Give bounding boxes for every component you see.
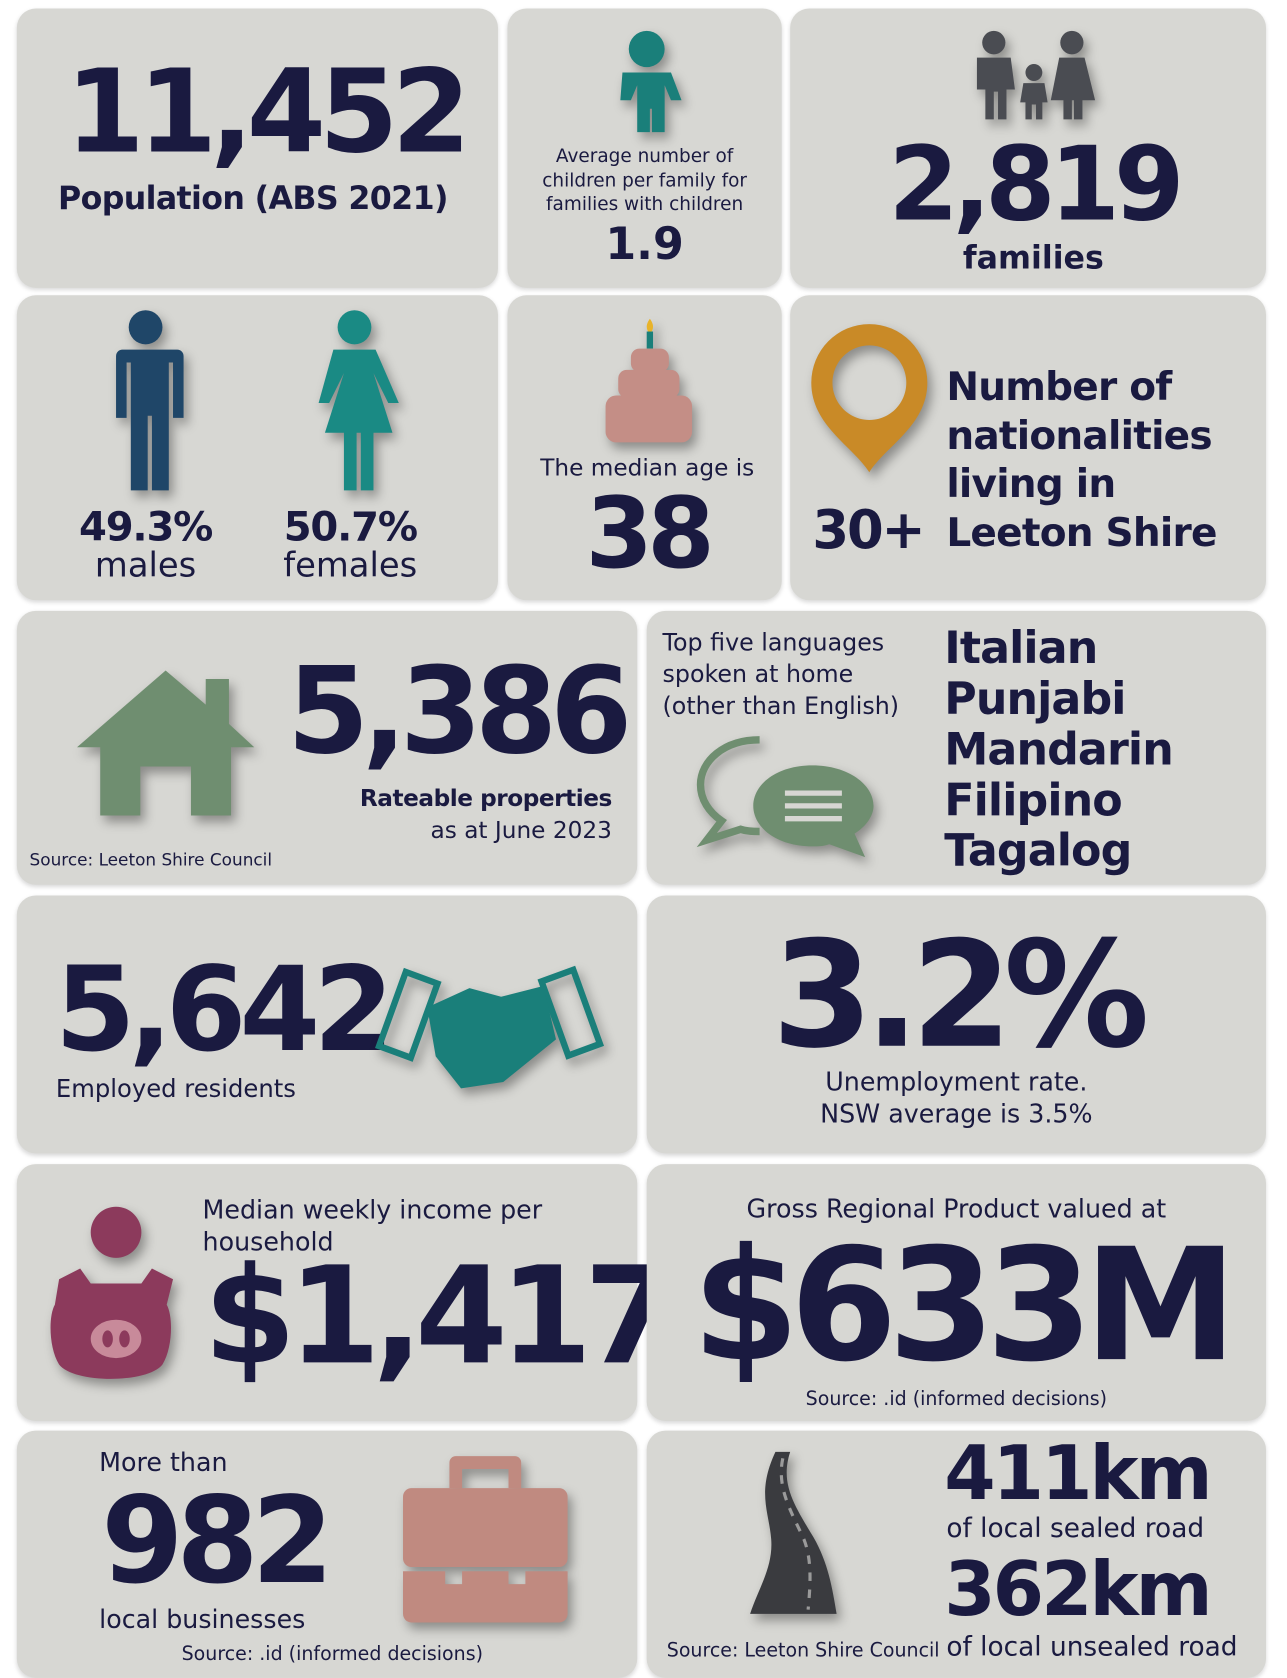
nationalities-label: Number of nationalities living in Leeton… — [946, 363, 1217, 555]
languages-tile — [646, 610, 1266, 885]
male-value: 49.3% — [79, 503, 213, 551]
businesses-prefix: More than — [99, 1447, 228, 1478]
businesses-source: Source: .id (informed decisions) — [181, 1642, 484, 1666]
languages-label: Top five languages spoken at home (other… — [662, 628, 900, 721]
children-label: Average number of children per family fo… — [542, 146, 747, 216]
sealed-road-label: of local sealed road — [946, 1512, 1205, 1544]
properties-source: Source: Leeton Shire Council — [29, 849, 273, 870]
unemployment-value: 3.2% — [771, 909, 1150, 1081]
cake-icon — [605, 318, 693, 443]
male-label: males — [94, 544, 197, 586]
employed-label: Employed residents — [55, 1075, 296, 1104]
language-item: Mandarin — [944, 722, 1174, 775]
family-icon — [976, 30, 1096, 120]
children-value: 1.9 — [605, 217, 684, 270]
female-icon — [318, 310, 399, 491]
house-icon — [77, 670, 255, 816]
median-age-label: The median age is — [540, 455, 755, 482]
female-value: 50.7% — [283, 503, 418, 551]
unsealed-road-value: 362km — [944, 1545, 1212, 1634]
income-value: $1,417 — [203, 1237, 677, 1395]
languages-list: Italian Punjabi Mandarin Filipino Tagalog — [944, 621, 1174, 877]
road-icon — [750, 1451, 837, 1614]
language-item: Punjabi — [944, 672, 1126, 725]
unemployment-label: Unemployment rate. — [825, 1067, 1088, 1097]
families-value: 2,819 — [888, 124, 1184, 245]
nationalities-value: 30+ — [812, 498, 925, 561]
gender-tile — [16, 295, 498, 601]
briefcase-icon — [403, 1456, 568, 1623]
language-item: Filipino — [944, 773, 1123, 826]
female-label: females — [283, 544, 418, 586]
handshake-icon — [375, 965, 605, 1089]
families-tile — [790, 8, 1266, 288]
population-value: 11,452 — [65, 45, 471, 180]
unsealed-road-label: of local unsealed road — [946, 1630, 1238, 1662]
properties-date: as at June 2023 — [430, 817, 612, 845]
employed-value: 5,642 — [54, 941, 394, 1078]
properties-label: Rateable properties — [359, 785, 612, 813]
businesses-value: 982 — [101, 1472, 333, 1611]
population-tile — [16, 8, 498, 288]
language-item: Italian — [944, 621, 1098, 674]
median-age-value: 38 — [585, 476, 715, 591]
roads-source: Source: Leeton Shire Council — [666, 1639, 940, 1662]
piggy-bank-icon — [50, 1206, 174, 1379]
population-label: Population (ABS 2021) — [58, 180, 448, 218]
male-icon — [113, 310, 184, 491]
unemployment-note: NSW average is 3.5% — [820, 1099, 1093, 1129]
median-age-tile — [507, 295, 782, 601]
properties-value: 5,386 — [286, 642, 632, 782]
pin-icon — [811, 324, 928, 473]
unemployment-tile — [646, 895, 1266, 1154]
sealed-road-value: 411km — [944, 1429, 1212, 1517]
roads-tile — [646, 1430, 1266, 1678]
grp-label: Gross Regional Product valued at — [746, 1193, 1167, 1224]
child-icon — [620, 30, 682, 133]
families-label: families — [962, 239, 1104, 278]
grp-tile — [646, 1164, 1266, 1421]
income-label: Median weekly income per household — [202, 1194, 543, 1257]
businesses-label: local businesses — [99, 1604, 306, 1635]
language-item: Tagalog — [944, 824, 1132, 877]
grp-value: $633M — [692, 1215, 1237, 1397]
grp-source: Source: .id (informed decisions) — [805, 1387, 1108, 1411]
chat-icon — [696, 736, 874, 858]
